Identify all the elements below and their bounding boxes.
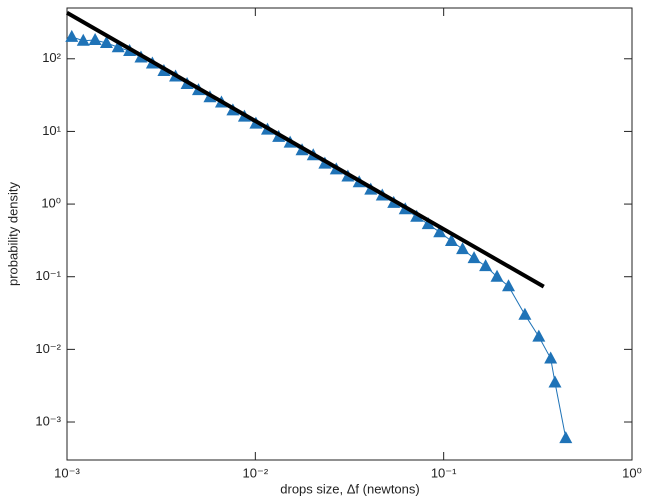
x-tick-label: 10⁰ [622,465,642,480]
data-point [502,279,516,292]
data-line [71,36,567,439]
data-point [544,351,558,364]
data-point [421,217,435,230]
plot-frame [66,7,633,461]
y-tick-label: 10⁻³ [35,413,61,428]
x-tick-label: 10⁻³ [54,465,80,480]
data-point [559,431,573,444]
y-tick-label: 10⁻² [35,341,61,356]
data-point [548,375,562,388]
x-tick-label: 10⁻¹ [431,465,457,480]
data-point [532,329,546,342]
y-tick-label: 10⁰ [41,196,61,211]
data-point [518,307,532,320]
data-point [76,33,90,46]
x-tick-label: 10⁻² [243,465,269,480]
data-point [88,33,102,46]
data-point [65,29,79,42]
x-axis-label: drops size, Δf (newtons) [280,481,419,496]
data-point [444,234,458,247]
fit-line [66,11,545,289]
y-tick-label: 10¹ [42,123,61,138]
y-tick-label: 10² [42,50,61,65]
data-point [490,269,504,282]
data-point [111,40,125,53]
data-point [456,242,470,255]
data-point [433,225,447,238]
data-point [467,251,481,264]
y-tick-label: 10⁻¹ [35,268,61,283]
y-axis-label: probability density [5,181,20,286]
data-point [99,35,113,48]
data-point [479,259,493,272]
